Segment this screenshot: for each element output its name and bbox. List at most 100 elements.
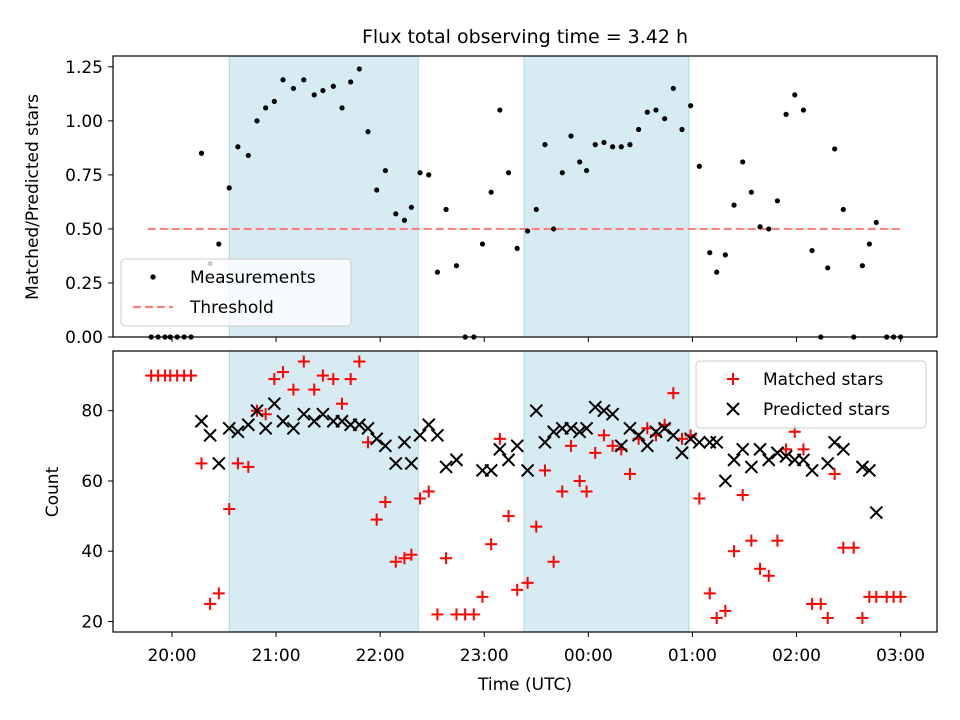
- measurement-point: [417, 170, 423, 176]
- predicted-star-point: [352, 418, 367, 432]
- top-axis-ticks: 0.00 0.25 0.50 0.75 1.00 1.25: [65, 58, 902, 348]
- matched-star-point: [335, 397, 348, 410]
- predicted-star-point: [564, 421, 578, 435]
- predicted-star-point: [640, 439, 655, 453]
- predicted-star-point: [727, 453, 741, 467]
- bottom-series-layer: [145, 355, 907, 624]
- matched-star-point: [710, 611, 723, 624]
- predicted-star-point: [430, 428, 445, 443]
- measurement-point: [840, 206, 846, 213]
- top-axes-frame: [112, 55, 938, 338]
- measurement-point: [748, 189, 754, 195]
- matched-star-point: [287, 383, 300, 396]
- matched-star-point: [344, 373, 357, 386]
- predicted-star-point: [335, 414, 349, 428]
- predicted-star-stroke-b: [267, 396, 282, 411]
- predicted-star-point: [222, 421, 236, 435]
- predicted-star-stroke-b: [805, 463, 819, 478]
- legend-measurements-label: Measurements: [190, 268, 316, 288]
- predicted-star-stroke-b: [762, 453, 776, 467]
- measurement-point: [866, 241, 872, 247]
- predicted-star-stroke-b: [753, 442, 767, 457]
- predicted-star-point: [231, 425, 245, 439]
- predicted-star-point: [404, 456, 419, 471]
- matched-star-point: [667, 387, 680, 400]
- measurement-point: [601, 139, 607, 146]
- matched-star-point: [573, 474, 586, 487]
- predicted-star-stroke-b: [484, 463, 498, 478]
- matched-star-point: [589, 446, 602, 459]
- top-panel: 0.00 0.25 0.50 0.75 1.00 1.25 Matched/Predict…: [23, 55, 938, 348]
- predicted-star-point: [762, 453, 776, 467]
- matched-star-point: [847, 541, 860, 554]
- predicted-star-stroke-b: [361, 421, 375, 435]
- predicted-star-stroke-b: [649, 425, 663, 439]
- predicted-star-stroke-b: [510, 439, 524, 453]
- predicted-star-point: [378, 439, 393, 453]
- predicted-star-point: [297, 407, 311, 421]
- x-tick-label: 01:00: [668, 646, 717, 666]
- measurement-point: [198, 150, 205, 156]
- predicted-star-stroke-b: [439, 460, 453, 474]
- predicted-star-stroke-b: [231, 425, 245, 439]
- measurement-point: [320, 87, 326, 94]
- predicted-star-point: [493, 442, 507, 457]
- predicted-star-point: [605, 407, 620, 421]
- predicted-star-stroke-b: [538, 435, 552, 450]
- top-y-tick-label: 1.00: [65, 112, 103, 132]
- predicted-star-point: [855, 460, 870, 474]
- predicted-star-point: [703, 435, 717, 450]
- measurement-point: [577, 159, 583, 165]
- predicted-star-stroke-b: [827, 435, 842, 450]
- predicted-star-point: [718, 474, 733, 488]
- measurement-point: [627, 142, 633, 148]
- predicted-star-point: [753, 442, 767, 457]
- matched-star-point: [353, 355, 366, 368]
- matched-star-point: [212, 587, 225, 600]
- predicted-star-stroke-b: [855, 460, 870, 474]
- matched-star-point: [728, 545, 741, 558]
- matched-star-point: [547, 555, 560, 568]
- matched-star-point: [771, 534, 784, 547]
- predicted-star-point: [267, 396, 282, 411]
- measurement-point: [740, 159, 746, 165]
- measurement-point: [551, 226, 557, 232]
- predicted-star-stroke-b: [657, 421, 672, 435]
- predicted-star-point: [389, 456, 403, 471]
- measurement-point: [365, 129, 371, 135]
- predicted-star-point: [744, 460, 759, 474]
- measurement-point: [644, 109, 650, 115]
- measurement-point: [568, 133, 574, 139]
- bottom-shaded-interval: [228, 350, 419, 633]
- measurement-point: [707, 250, 713, 256]
- matched-star-point: [556, 485, 569, 498]
- matched-star-point: [797, 443, 810, 456]
- measurement-point: [722, 252, 728, 258]
- predicted-star-stroke-b: [836, 442, 851, 457]
- measurement-point: [696, 163, 702, 169]
- measurement-point: [859, 263, 866, 269]
- matched-star-point: [422, 485, 435, 498]
- predicted-star-stroke-b: [413, 428, 427, 443]
- predicted-star-point: [597, 404, 611, 418]
- x-tick-label: 20:00: [147, 646, 196, 666]
- predicted-star-point: [212, 456, 226, 471]
- matched-star-point: [837, 541, 850, 554]
- predicted-star-stroke-b: [241, 418, 256, 432]
- predicted-star-point: [657, 421, 672, 435]
- measurement-point: [679, 126, 685, 133]
- measurement-point: [356, 66, 362, 72]
- matched-star-point: [580, 485, 593, 498]
- matched-star-point: [703, 587, 716, 600]
- matched-star-point: [736, 489, 749, 502]
- bottom-axes-frame: [112, 350, 938, 633]
- matched-star-point: [828, 467, 841, 480]
- predicted-star-stroke-b: [579, 421, 594, 435]
- matched-star-point: [693, 492, 706, 505]
- measurement-point: [374, 187, 380, 193]
- predicted-star-point: [546, 425, 561, 439]
- top-shaded-interval: [523, 55, 690, 338]
- top-y-tick-label: 0.25: [65, 274, 103, 294]
- predicted-star-stroke-b: [222, 421, 236, 435]
- predicted-star-point: [869, 505, 883, 520]
